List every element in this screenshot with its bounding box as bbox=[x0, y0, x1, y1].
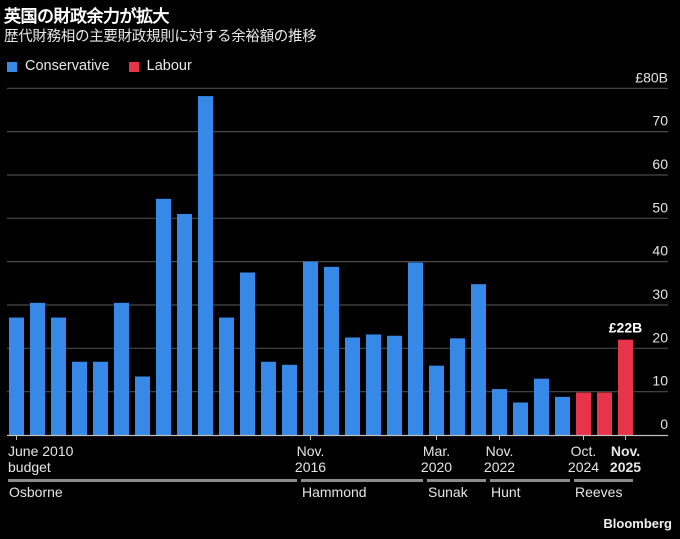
bar bbox=[555, 396, 570, 435]
bar bbox=[303, 261, 318, 435]
bar bbox=[93, 361, 108, 435]
chart-subtitle: 歴代財務相の主要財政規則に対する余裕額の推移 bbox=[4, 29, 317, 45]
bar bbox=[387, 335, 402, 435]
chancellor-bracket bbox=[8, 479, 297, 482]
y-tick-label: 70 bbox=[652, 113, 668, 129]
legend-item-labour: Labour bbox=[128, 58, 192, 74]
bar bbox=[282, 364, 297, 435]
bar bbox=[114, 302, 129, 435]
bar bbox=[219, 317, 234, 435]
chancellor-bracket bbox=[301, 479, 423, 482]
bar bbox=[261, 361, 276, 435]
chancellor-label: Reeves bbox=[575, 484, 622, 500]
chancellor-label: Hammond bbox=[302, 484, 367, 500]
y-tick-label: 40 bbox=[652, 243, 668, 259]
legend-item-conservative: Conservative bbox=[7, 58, 110, 74]
bar bbox=[597, 392, 612, 435]
bar bbox=[513, 402, 528, 435]
legend-swatch-labour bbox=[128, 62, 139, 72]
chart-title: 英国の財政余力が拡大 bbox=[4, 7, 170, 27]
bar bbox=[618, 339, 633, 435]
y-tick-label: 30 bbox=[652, 286, 668, 302]
y-tick-label: 0 bbox=[660, 416, 668, 432]
bar bbox=[429, 365, 444, 435]
bar bbox=[198, 96, 213, 435]
bar bbox=[471, 284, 486, 435]
y-tick-label: 60 bbox=[652, 156, 668, 172]
bar bbox=[72, 361, 87, 435]
legend-label-labour: Labour bbox=[146, 58, 192, 74]
x-tick-label: 2022 bbox=[484, 459, 515, 475]
bar bbox=[534, 378, 549, 435]
chancellor-bracket bbox=[427, 479, 486, 482]
chancellor-bracket bbox=[490, 479, 570, 482]
bar bbox=[324, 266, 339, 435]
legend-swatch-conservative bbox=[7, 62, 17, 72]
y-tick-label: 10 bbox=[652, 373, 668, 389]
bar bbox=[177, 213, 192, 435]
x-tick-label: 2016 bbox=[295, 459, 326, 475]
x-tick-label: Nov. bbox=[486, 443, 514, 459]
x-tick-label: June 2010 bbox=[8, 443, 74, 459]
bar bbox=[9, 317, 24, 435]
x-tick-label: Nov. bbox=[611, 443, 640, 459]
x-tick-label: Mar. bbox=[423, 443, 450, 459]
y-tick-label: 50 bbox=[652, 199, 668, 215]
bar bbox=[492, 389, 507, 435]
y-tick-label: 20 bbox=[652, 329, 668, 345]
bar bbox=[240, 272, 255, 435]
chancellor-label: Hunt bbox=[491, 484, 521, 500]
x-tick-label: budget bbox=[8, 459, 51, 475]
bar bbox=[345, 337, 360, 435]
bar bbox=[576, 392, 591, 435]
bar bbox=[366, 334, 381, 435]
legend: Conservative Labour bbox=[7, 58, 211, 74]
x-tick-label: 2020 bbox=[421, 459, 452, 475]
chancellor-label: Osborne bbox=[9, 484, 63, 500]
bar bbox=[408, 262, 423, 435]
bar bbox=[450, 338, 465, 435]
x-tick-label: 2024 bbox=[568, 459, 599, 475]
source-label: Bloomberg bbox=[603, 516, 672, 531]
bar bbox=[135, 376, 150, 435]
bar bbox=[156, 198, 171, 435]
y-tick-label: £80B bbox=[635, 69, 668, 85]
x-tick-label: Nov. bbox=[297, 443, 325, 459]
x-tick-label: Oct. bbox=[571, 443, 597, 459]
chancellor-bracket bbox=[574, 479, 633, 482]
bar bbox=[51, 317, 66, 435]
x-tick-label: 2025 bbox=[610, 459, 641, 475]
legend-label-conservative: Conservative bbox=[25, 58, 110, 74]
bar bbox=[30, 302, 45, 435]
bar-value-label: £22B bbox=[609, 320, 642, 336]
chancellor-label: Sunak bbox=[428, 484, 469, 500]
